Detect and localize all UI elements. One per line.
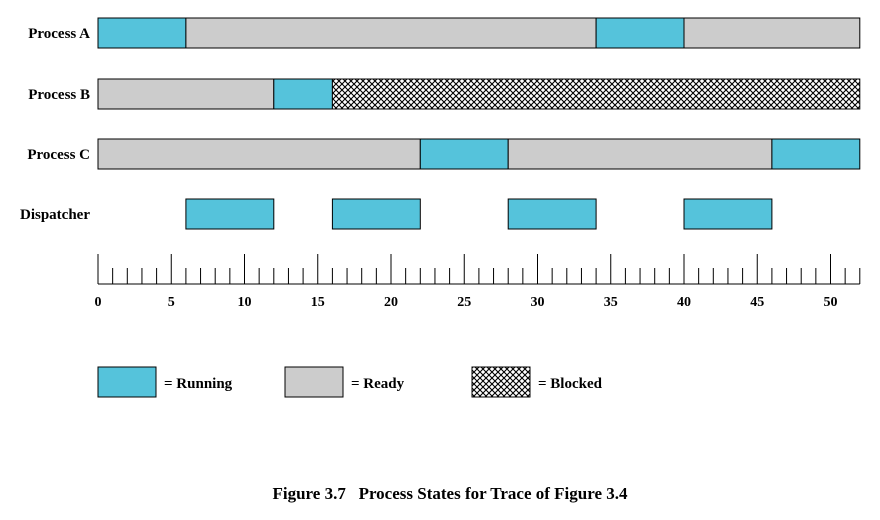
legend-label-running: = Running — [164, 376, 233, 392]
segment-ready — [683, 17, 861, 49]
row-label: Process A — [28, 26, 90, 42]
segment-ready — [97, 138, 421, 170]
segment-running — [683, 198, 773, 230]
segment-running — [595, 17, 685, 49]
figure-caption: Figure 3.7 Process States for Trace of F… — [272, 484, 628, 503]
tick-label: 5 — [168, 295, 175, 310]
tick-label: 10 — [238, 295, 252, 310]
row-label: Process B — [28, 87, 90, 103]
segment-running — [507, 198, 597, 230]
segment-running — [185, 198, 275, 230]
segment-running — [419, 138, 509, 170]
row-label: Dispatcher — [20, 207, 90, 223]
legend-label-ready: = Ready — [351, 376, 405, 392]
legend-swatch-running — [97, 366, 157, 398]
segment-ready — [185, 17, 597, 49]
tick-label: 45 — [750, 295, 764, 310]
time-axis: 0 5 10 15 20 25 30 35 40 45 50 — [95, 254, 861, 310]
tick-label: 30 — [531, 295, 545, 310]
tick-label: 20 — [384, 295, 398, 310]
segment-running — [97, 17, 187, 49]
segment-running — [331, 198, 421, 230]
legend-swatch-blocked — [471, 366, 531, 398]
segment-blocked — [331, 78, 861, 110]
row-label: Process C — [27, 147, 90, 163]
process-rows: Process A Process B Process C Dispatcher — [20, 17, 861, 230]
legend: = Running = Ready = Blocked — [97, 366, 603, 398]
tick-label: 35 — [604, 295, 618, 310]
segment-running — [771, 138, 861, 170]
tick-label: 25 — [457, 295, 471, 310]
segment-ready — [507, 138, 773, 170]
segment-running — [273, 78, 333, 110]
legend-swatch-ready — [284, 366, 344, 398]
legend-label-blocked: = Blocked — [538, 376, 603, 392]
tick-label: 50 — [824, 295, 838, 310]
tick-label: 0 — [95, 295, 102, 310]
segment-ready — [97, 78, 275, 110]
tick-label: 15 — [311, 295, 325, 310]
tick-label: 40 — [677, 295, 691, 310]
